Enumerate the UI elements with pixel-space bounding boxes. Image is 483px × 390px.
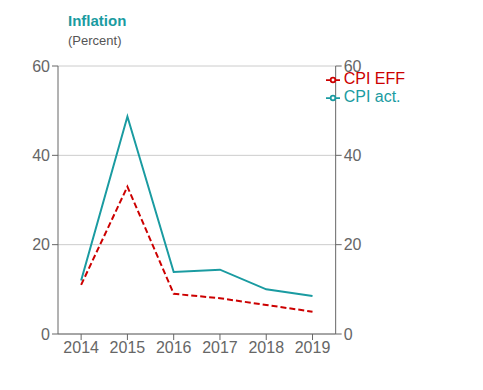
svg-text:0: 0 bbox=[41, 326, 50, 343]
html-text:CPI act.: CPI act. bbox=[343, 88, 401, 105]
svg-text:2016: 2016 bbox=[156, 339, 192, 356]
svg-text:2019: 2019 bbox=[295, 339, 331, 356]
svg-text:2015: 2015 bbox=[110, 339, 146, 356]
html-text:Inflation: Inflation bbox=[68, 12, 127, 29]
html-text:(Percent): (Percent) bbox=[68, 33, 122, 48]
svg-text:20: 20 bbox=[32, 236, 50, 253]
svg-text:40: 40 bbox=[32, 147, 50, 164]
html-text:CPI EFF: CPI EFF bbox=[343, 70, 405, 87]
svg-text:2017: 2017 bbox=[202, 339, 238, 356]
svg-text:60: 60 bbox=[32, 58, 50, 75]
svg-text:20: 20 bbox=[344, 236, 362, 253]
svg-text:2018: 2018 bbox=[248, 339, 284, 356]
svg-text:40: 40 bbox=[344, 147, 362, 164]
svg-text:2014: 2014 bbox=[63, 339, 99, 356]
svg-text:60: 60 bbox=[344, 58, 362, 75]
svg-text:0: 0 bbox=[344, 326, 353, 343]
